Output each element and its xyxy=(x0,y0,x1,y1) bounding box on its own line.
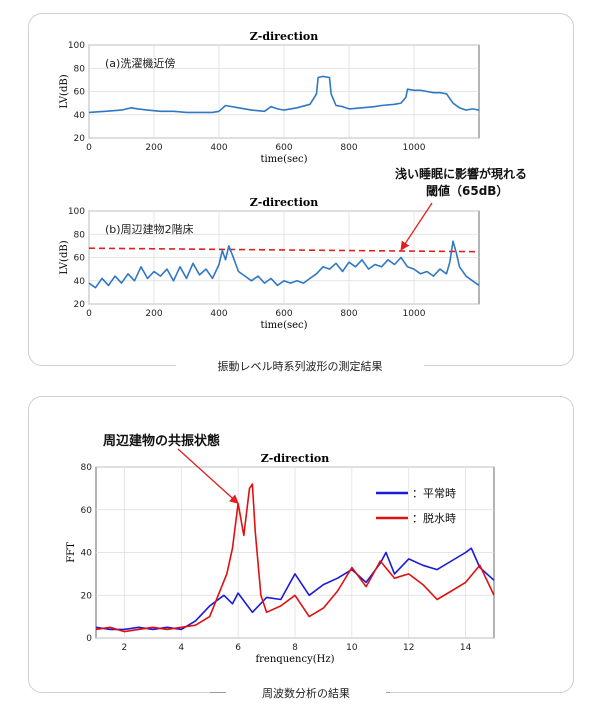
y-axis-label: LV(dB) xyxy=(59,74,70,108)
x-tick-label: 6 xyxy=(235,643,241,653)
y-tick-label: 80 xyxy=(81,463,93,473)
chart-b: 0 200 400 600 800 1000 20 40 60 80 100 Z-direction t… xyxy=(59,196,480,331)
y-tick-label: 20 xyxy=(74,300,86,310)
x-tick-label: 8 xyxy=(292,643,298,653)
x-axis-label: time(sec) xyxy=(260,154,307,165)
chart-title: Z-direction xyxy=(250,196,319,209)
series-line-2 xyxy=(95,483,495,633)
y-tick-label: 20 xyxy=(81,591,93,601)
caption-fft: 周波数分析の結果 xyxy=(226,685,386,701)
x-tick-label: 1000 xyxy=(403,309,426,319)
x-tick-label: 400 xyxy=(210,309,227,319)
x-tick-label: 400 xyxy=(210,143,227,153)
resonance-annotation: 周辺建物の共振状態 xyxy=(103,434,221,449)
y-tick-label: 100 xyxy=(68,41,85,51)
y-tick-label: 60 xyxy=(74,88,86,98)
x-tick-label: 1000 xyxy=(403,143,426,153)
x-tick-label: 14 xyxy=(460,643,472,653)
y-tick-label: 60 xyxy=(81,506,93,516)
x-axis-label: time(sec) xyxy=(260,320,307,331)
threshold-annotation-line1: 浅い睡眠に影響が現れる xyxy=(395,167,528,181)
chart-fft: 2 4 6 8 10 12 14 0 20 40 60 80 Z-direction frenquency… xyxy=(66,448,495,665)
x-tick-label: 12 xyxy=(403,643,414,653)
x-tick-label: 600 xyxy=(275,143,292,153)
series-line-1 xyxy=(88,75,480,114)
threshold-annotation-line2: 閾値（65dB） xyxy=(426,184,509,198)
x-tick-label: 2 xyxy=(122,643,128,653)
panel-label: (a)洗濯機近傍 xyxy=(105,56,175,70)
resonance-arrow xyxy=(177,448,239,504)
caption-time-series: 振動レベル時系列波形の測定結果 xyxy=(176,358,424,374)
y-axis-label: LV(dB) xyxy=(59,240,70,274)
x-tick-label: 4 xyxy=(178,643,184,653)
series-line-1 xyxy=(88,240,480,289)
x-axis-label: frenquency(Hz) xyxy=(255,654,334,665)
y-tick-label: 80 xyxy=(74,64,86,74)
y-tick-label: 40 xyxy=(81,549,93,559)
y-tick-label: 0 xyxy=(86,634,92,644)
y-tick-label: 20 xyxy=(74,134,86,144)
threshold-line xyxy=(88,247,480,253)
x-tick-label: 10 xyxy=(346,643,358,653)
x-tick-label: 200 xyxy=(145,309,162,319)
legend-label-2: ：脱水時 xyxy=(412,511,456,525)
chart-a: 0 200 400 600 800 1000 20 40 60 80 100 Z-direction t… xyxy=(59,30,480,165)
y-tick-label: 60 xyxy=(74,254,86,264)
legend-label-1: ：平常時 xyxy=(412,487,456,500)
chart-title: Z-direction xyxy=(261,452,330,465)
x-tick-label: 0 xyxy=(86,309,92,319)
y-tick-label: 40 xyxy=(74,111,86,121)
y-tick-label: 40 xyxy=(74,277,86,287)
x-tick-label: 800 xyxy=(340,143,357,153)
y-tick-label: 80 xyxy=(74,230,86,240)
x-tick-label: 200 xyxy=(145,143,162,153)
chart-title: Z-direction xyxy=(250,30,319,43)
x-tick-label: 600 xyxy=(275,309,292,319)
y-axis-label: FFT xyxy=(66,542,77,563)
x-tick-label: 0 xyxy=(86,143,92,153)
series-line-1 xyxy=(95,547,495,631)
threshold-arrow xyxy=(400,202,433,251)
panel-label: (b)周辺建物2階床 xyxy=(105,222,194,236)
x-tick-label: 800 xyxy=(340,309,357,319)
y-tick-label: 100 xyxy=(68,207,85,217)
